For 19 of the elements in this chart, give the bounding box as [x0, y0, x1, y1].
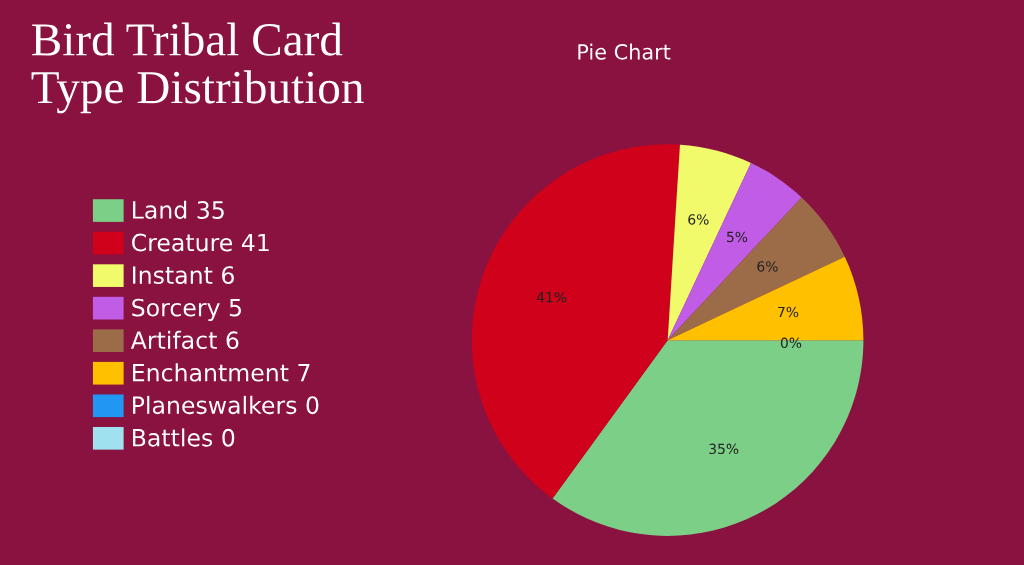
pie-slice [471, 144, 680, 499]
data-label: 6% [688, 214, 709, 225]
legend-label: Artifact 6 [130, 330, 239, 350]
chart-title: Bird Tribal Card Type Distribution [31, 22, 364, 114]
data-label: 35% [709, 443, 739, 455]
data-label: 5% [727, 231, 748, 243]
legend-label: Battles 0 [133, 428, 235, 447]
legend-label: Instant 6 [133, 266, 234, 284]
legend-label: Land 35 [133, 200, 224, 219]
pie-slice [667, 144, 751, 341]
legend-label: Enchantment 7 [133, 363, 310, 382]
legend-label: Planeswalkers 0 [133, 395, 319, 415]
data-label: 41% [536, 291, 567, 303]
text: 0% [780, 337, 802, 349]
data-label: 6% [757, 261, 778, 272]
legend-label: Creature 41 [132, 233, 269, 252]
chart-subtitle: Pie Chart [578, 43, 671, 60]
legend-label: Sorcery 5 [132, 298, 241, 322]
data-label: 7% [778, 306, 799, 318]
